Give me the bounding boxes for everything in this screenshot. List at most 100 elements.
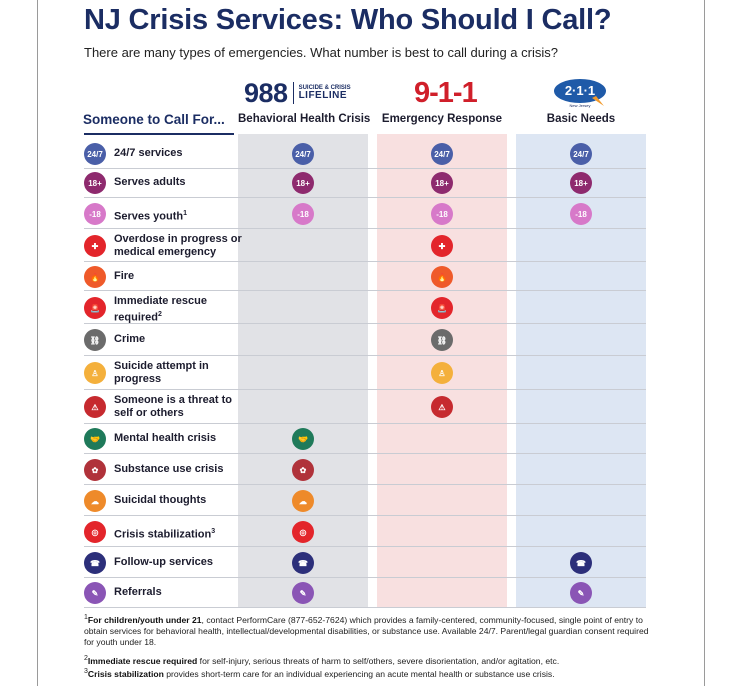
row-label: Fire [114, 270, 244, 283]
column-header-911: Emergency Response [381, 113, 503, 125]
adult-18-plus-988-check-icon: 18+ [292, 172, 314, 194]
footnote-1: 1For children/youth under 21, contact Pe… [84, 612, 654, 648]
clock-24-7-988-check-icon: 24/7 [292, 143, 314, 165]
row-label: Serves youth1 [114, 207, 244, 224]
row-label: 24/7 services [114, 147, 244, 160]
youth-under-18-911-check-icon: -18 [431, 203, 453, 225]
row-header-underline [84, 133, 234, 135]
page-border-left [37, 0, 38, 686]
handcuffs-911-check-icon: ⛓ [431, 329, 453, 351]
table-row: ✚ Overdose in progress or medical emergen… [84, 229, 646, 262]
siren-icon: 🚨 [84, 297, 106, 319]
footnote-text: for self-injury, serious threats of harm… [197, 655, 560, 666]
substance-988-check-icon: ✿ [292, 459, 314, 481]
adult-18-plus-911-check-icon: 18+ [431, 172, 453, 194]
clock-24-7-icon: 24/7 [84, 143, 106, 165]
row-divider [84, 423, 646, 424]
fire-911-check-icon: 🔥 [431, 266, 453, 288]
table-row: ⚠ Someone is a threat to self or others ⚠ [84, 390, 646, 424]
thought-bubble-icon: ☁ [84, 490, 106, 512]
row-label: Serves adults [114, 176, 244, 189]
row-label: Follow-up services [114, 556, 244, 569]
row-label: Someone is a threat to self or others [114, 394, 244, 420]
logo-211-number: 2·1·1 [565, 83, 595, 98]
row-divider [84, 389, 646, 390]
youth-under-18-211-check-icon: -18 [570, 203, 592, 225]
row-label-text: Suicide attempt in progress [114, 360, 209, 385]
column-header-988: Behavioral Health Crisis [238, 113, 371, 125]
logo-988-number: 988 [244, 77, 288, 108]
table-row: 🔥 Fire 🔥 [84, 262, 646, 291]
referral-document-211-check-icon: ✎ [570, 582, 592, 604]
footnote-term: Immediate rescue required [87, 655, 198, 666]
medical-cross-icon: ✚ [84, 235, 106, 257]
row-divider [84, 355, 646, 356]
logo-988-large-text: LIFELINE [298, 90, 348, 101]
medical-cross-911-check-icon: ✚ [431, 235, 453, 257]
row-label: Referrals [114, 586, 244, 599]
row-divider [84, 484, 646, 485]
handcuffs-icon: ⛓ [84, 329, 106, 351]
row-header: Someone to Call For... [83, 112, 225, 127]
page-border-right [704, 0, 705, 686]
helping-hands-icon: 🤝 [84, 428, 106, 450]
referral-document-icon: ✎ [84, 582, 106, 604]
row-divider [84, 323, 646, 324]
follow-up-988-check-icon: ☎ [292, 552, 314, 574]
row-label-text: Crisis stabilization [114, 528, 212, 541]
row-label-text: Substance use crisis [114, 463, 224, 475]
table-row: ♙ Suicide attempt in progress ♙ [84, 356, 646, 390]
logo-211: 2·1·1 New Jersey [552, 78, 612, 108]
page-title: NJ Crisis Services: Who Should I Call? [84, 4, 612, 36]
row-divider [84, 261, 646, 262]
table-row: ☁ Suicidal thoughts ☁ [84, 485, 646, 516]
row-divider [84, 290, 646, 291]
row-label: Overdose in progress or medical emergenc… [114, 233, 244, 259]
lifebuoy-icon: ◎ [84, 521, 106, 543]
row-label-text: Follow-up services [114, 556, 214, 568]
page-subtitle: There are many types of emergencies. Wha… [84, 45, 558, 60]
footnote-mark: 3 [84, 668, 88, 675]
table-row: 🤝 Mental health crisis 🤝 [84, 424, 646, 454]
column-header-211: Basic Needs [546, 113, 616, 125]
footnote-3: 3Crisis stabilization provides short-ter… [84, 666, 654, 680]
row-label-text: Mental health crisis [114, 432, 217, 444]
row-label-text: Fire [114, 270, 135, 282]
person-alert-icon: ♙ [84, 362, 106, 384]
footnote-term: Crisis stabilization [87, 668, 164, 679]
table-row: ◎ Crisis stabilization3 ◎ [84, 516, 646, 547]
row-label-text: Suicidal thoughts [114, 494, 207, 506]
row-label-text: Crime [114, 333, 146, 345]
footnote-term: For children/youth under 21 [87, 614, 202, 625]
row-label: Immediate rescue required2 [114, 295, 244, 325]
footnote-marker: 2 [158, 311, 162, 318]
footnote-text: provides short-term care for an individu… [163, 668, 555, 679]
row-divider [84, 197, 646, 198]
table-row: 🚨 Immediate rescue required2 🚨 [84, 291, 646, 324]
fire-icon: 🔥 [84, 266, 106, 288]
follow-up-211-check-icon: ☎ [570, 552, 592, 574]
referral-document-988-check-icon: ✎ [292, 582, 314, 604]
footnote-marker: 3 [211, 528, 216, 535]
helping-hands-988-check-icon: 🤝 [292, 428, 314, 450]
row-divider [84, 453, 646, 454]
table-row: ✿ Substance use crisis ✿ [84, 454, 646, 485]
warning-triangle-icon: ⚠ [84, 396, 106, 418]
footnote-mark: 2 [84, 655, 88, 662]
row-label: Suicide attempt in progress [114, 360, 244, 386]
row-label-text: 24/7 services [114, 147, 183, 159]
row-label: Crime [114, 333, 244, 346]
row-label: Substance use crisis [114, 463, 244, 476]
row-divider [84, 228, 646, 229]
row-label-text: Overdose in progress or medical emergenc… [114, 233, 242, 258]
table-row: ☎ Follow-up services ☎ ☎ [84, 547, 646, 578]
row-label-text: Serves adults [114, 176, 186, 188]
substance-icon: ✿ [84, 459, 106, 481]
follow-up-icon: ☎ [84, 552, 106, 574]
footnote-marker: 1 [183, 210, 187, 217]
logo-911: 9-1-1 [414, 77, 478, 109]
table-row: 18+ Serves adults 18+ 18+ 18+ [84, 168, 646, 198]
youth-under-18-988-check-icon: -18 [292, 203, 314, 225]
lifebuoy-988-check-icon: ◎ [292, 521, 314, 543]
warning-triangle-911-check-icon: ⚠ [431, 396, 453, 418]
